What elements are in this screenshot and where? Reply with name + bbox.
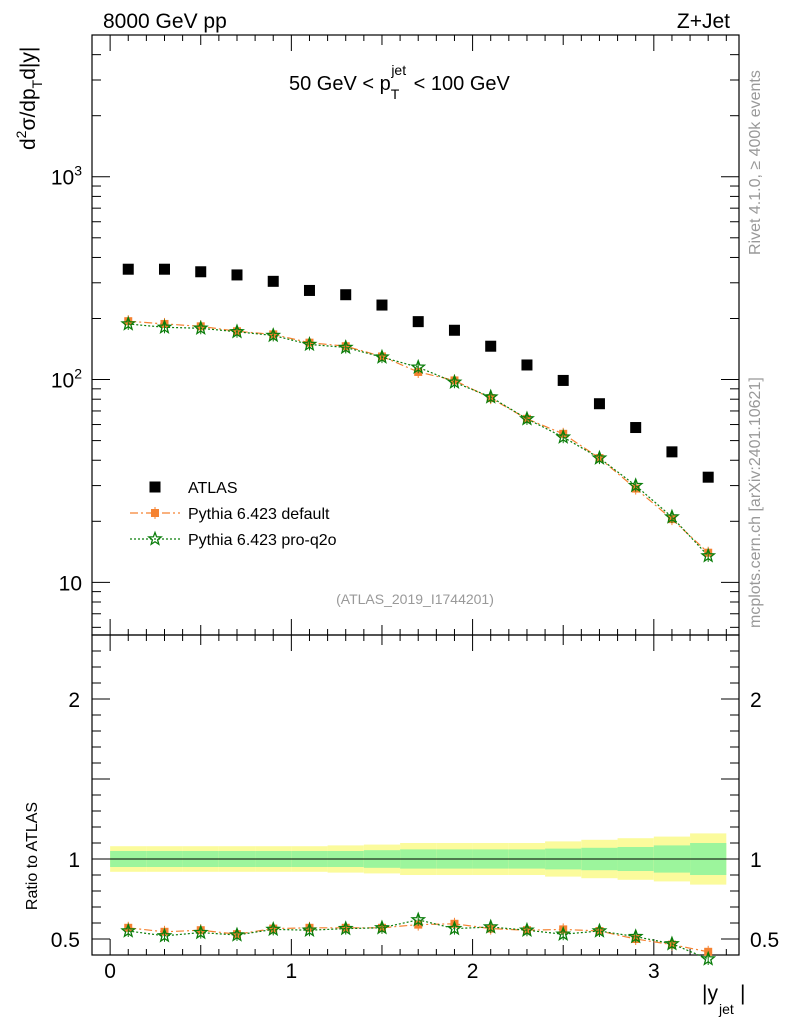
pythia-proq2o-point xyxy=(700,547,717,563)
watermark: (ATLAS_2019_I1744201) xyxy=(336,591,494,607)
atlas-point xyxy=(158,263,170,275)
atlas-point xyxy=(267,275,279,287)
y-tick-label: 102 xyxy=(51,366,82,393)
cut-label: 50 GeV < pTjet < 100 GeV xyxy=(289,62,511,102)
ratio-pythia-proq2o-point xyxy=(265,921,282,937)
ratio-pythia-proq2o-line xyxy=(128,919,709,960)
x-tick-label: 0 xyxy=(104,960,116,983)
pythia-proq2o-point xyxy=(591,449,608,465)
ratio-pythia-proq2o-point xyxy=(156,927,173,943)
ratio-pythia-proq2o-point xyxy=(120,922,137,938)
pythia-proq2o-point xyxy=(192,319,209,336)
ratio-y-tick-label: 0.5 xyxy=(51,929,80,952)
pythia-proq2o-point xyxy=(337,339,354,355)
pythia-default-line xyxy=(128,320,709,554)
ratio-y-tick-label-right: 2 xyxy=(750,689,762,712)
svg-text:d2σ/dpTd|y|: d2σ/dpTd|y| xyxy=(13,47,45,150)
pythia-proq2o-point xyxy=(519,410,535,426)
ratio-pythia-proq2o-point xyxy=(410,911,427,927)
atlas-point xyxy=(195,266,207,278)
legend-label: Pythia 6.423 default xyxy=(188,506,330,523)
atlas-point xyxy=(122,263,134,275)
ratio-pythia-proq2o-point xyxy=(301,921,318,937)
ratio-y-tick-label: 2 xyxy=(68,689,80,712)
header-left: 8000 GeV pp xyxy=(103,10,227,33)
ratio-uncertainty-bands xyxy=(92,833,739,885)
pythia-proq2o-point xyxy=(627,477,644,493)
atlas-point xyxy=(376,299,388,311)
legend-marker-atlas xyxy=(149,481,161,493)
atlas-point xyxy=(593,398,605,410)
ratio-pythia-proq2o-point xyxy=(591,922,608,938)
pythia-proq2o-point xyxy=(301,336,318,352)
legend: ATLAS Pythia 6.423 default Pythia 6.423 pr… xyxy=(130,480,337,549)
ratio-pythia-proq2o-point xyxy=(663,935,680,951)
atlas-point xyxy=(702,471,714,483)
x-tick-label: 1 xyxy=(286,960,298,983)
axis-tick-labels: 0 1 2 3 10 102 103 0.5 0.5 1 1 2 2 xyxy=(51,163,779,983)
x-tick-label: 3 xyxy=(648,960,660,983)
main-ylabel: d2σ/dpTd|y| xyxy=(13,47,45,150)
ratio-pythia-proq2o-point xyxy=(192,924,209,940)
pythia-proq2o-point xyxy=(446,373,463,389)
y-tick-label: 103 xyxy=(51,163,82,190)
legend-label: Pythia 6.423 pro-q2o xyxy=(188,532,337,549)
pythia-proq2o-line xyxy=(128,323,709,557)
ratio-pythia-proq2o-point xyxy=(700,950,717,966)
pythia-proq2o-point xyxy=(374,348,390,364)
svg-text:jet: jet xyxy=(718,1001,734,1017)
legend-label: ATLAS xyxy=(188,480,238,497)
pythia-proq2o-point xyxy=(663,508,680,524)
atlas-point xyxy=(485,340,497,352)
ratio-pythia-proq2o-point xyxy=(627,928,644,944)
ratio-y-tick-label-right: 1 xyxy=(750,849,762,872)
x-tick-label: 2 xyxy=(467,960,479,983)
legend-marker-default xyxy=(151,509,159,517)
axis-ticks xyxy=(92,34,739,956)
pythia-proq2o-point xyxy=(229,323,245,339)
ratio-pythia-proq2o-point xyxy=(519,921,535,937)
ratio-frame xyxy=(91,634,740,956)
ratio-pythia-proq2o-point xyxy=(374,919,390,935)
atlas-point xyxy=(630,422,642,434)
side-label-top: Rivet 4.1.0, ≥ 400k events xyxy=(747,70,764,255)
pythia-proq2o-point xyxy=(410,358,427,375)
atlas-point xyxy=(340,289,352,301)
ratio-y-tick-label: 1 xyxy=(68,849,80,872)
svg-text:|y: |y xyxy=(702,982,718,1005)
x-axis-label: |y jet | xyxy=(702,982,745,1017)
pythia-proq2o-point xyxy=(482,388,499,404)
side-label-bottom: mcplots.cern.ch [arXiv:2401.10621] xyxy=(747,377,764,628)
atlas-point xyxy=(303,284,315,296)
atlas-point xyxy=(448,324,460,336)
pythia-proq2o-point xyxy=(156,318,173,335)
y-tick-label: 10 xyxy=(59,572,82,595)
atlas-point xyxy=(231,269,243,281)
ratio-pythia-proq2o-point xyxy=(337,920,354,936)
pythia-proq2o-point xyxy=(265,327,282,343)
legend-marker-proq2o xyxy=(147,530,163,546)
pythia-proq2o-point xyxy=(555,428,572,444)
pythia-proq2o-point xyxy=(120,315,137,331)
ratio-pythia-proq2o-point xyxy=(555,925,572,941)
atlas-point xyxy=(412,316,424,328)
svg-text:|: | xyxy=(740,982,745,1005)
ratio-y-tick-label-right: 0.5 xyxy=(750,929,779,952)
ratio-pythia-proq2o-point xyxy=(229,926,245,942)
atlas-point xyxy=(557,374,569,386)
header-right: Z+Jet xyxy=(677,10,730,33)
ratio-ylabel: Ratio to ATLAS xyxy=(24,802,41,910)
atlas-point xyxy=(521,359,533,371)
ratio-pythia-proq2o-point xyxy=(446,920,463,936)
series-layer xyxy=(120,263,717,966)
ratio-pythia-proq2o-point xyxy=(482,918,499,934)
atlas-point xyxy=(666,446,678,458)
